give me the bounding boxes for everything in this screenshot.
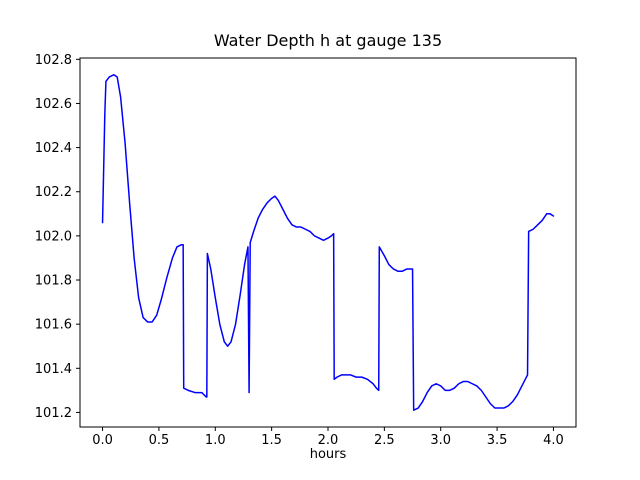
x-tick-label: 0.5: [149, 433, 170, 448]
y-tick-label: 101.6: [35, 318, 72, 333]
y-tick-label: 101.4: [35, 362, 72, 377]
y-tick-label: 102.0: [35, 229, 72, 244]
x-tick-label: 3.0: [430, 433, 451, 448]
y-tick-label: 102.8: [35, 53, 72, 68]
y-tick-label: 102.4: [35, 141, 72, 156]
x-tick-label: 0.0: [92, 433, 113, 448]
y-tick-label: 102.2: [35, 185, 72, 200]
y-tick-label: 101.2: [35, 406, 72, 421]
chart-title: Water Depth h at gauge 135: [213, 31, 443, 50]
x-tick-label: 1.5: [261, 433, 282, 448]
water-depth-line: [101, 74, 555, 411]
x-tick-label: 3.5: [487, 433, 508, 448]
x-tick-label: 2.0: [318, 433, 339, 448]
y-tick-label: 102.6: [35, 97, 72, 112]
x-tick-label: 1.0: [205, 433, 226, 448]
y-tick-label: 101.8: [35, 274, 72, 289]
plot-border: [79, 57, 577, 428]
x-tick-label: 4.0: [543, 433, 564, 448]
x-axis-label: hours: [309, 447, 347, 462]
x-tick-label: 2.5: [374, 433, 395, 448]
